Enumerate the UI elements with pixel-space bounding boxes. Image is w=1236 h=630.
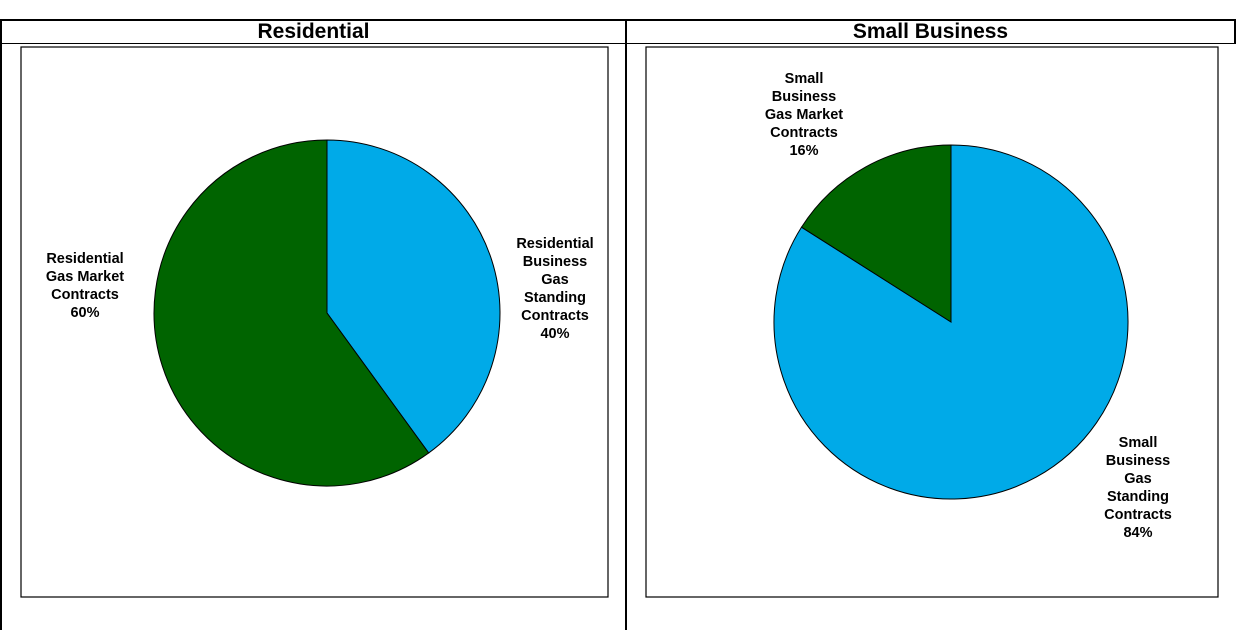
column-header-residential: Residential — [257, 20, 370, 43]
header-bottom-border — [0, 43, 1236, 44]
slice-label-line: 60% — [70, 305, 99, 321]
table-left-border — [0, 19, 2, 630]
slice-label-line: Gas Market — [765, 107, 843, 123]
slice-label-line: Standing — [524, 290, 586, 306]
slice-label-line: Gas — [541, 272, 568, 288]
slice-label-line: Residential — [516, 236, 593, 252]
pie-slice-1-0 — [773, 144, 1129, 500]
pie-slice-1-1 — [800, 144, 952, 323]
slice-label-0-0: Residential Business Gas Standing Contracts 4… — [516, 236, 593, 342]
small-business-pie-chart: Small Business Gas Standing Contracts 84%Smal… — [765, 71, 1172, 541]
slice-label-0-1: Residential Gas Market Contracts 60% — [46, 251, 124, 321]
table-right-border — [1234, 19, 1236, 44]
slice-label-line: Business — [772, 89, 836, 105]
slice-label-1-0: Small Business Gas Standing Contracts 84% — [1104, 435, 1172, 541]
table-top-border — [0, 19, 1236, 21]
pie-slice-0-1 — [153, 139, 430, 487]
slice-label-line: 16% — [789, 143, 818, 159]
slice-label-line: Business — [1106, 453, 1170, 469]
slice-label-line: 84% — [1123, 525, 1152, 541]
slice-label-line: Small — [1119, 435, 1158, 451]
slice-label-line: Standing — [1107, 489, 1169, 505]
residential-pie-chart: Residential Business Gas Standing Contracts 4… — [46, 139, 594, 487]
slice-label-line: Contracts — [770, 125, 838, 141]
slice-label-line: Small — [785, 71, 824, 87]
slice-label-1-1: Small Business Gas Market Contracts 16% — [765, 71, 843, 159]
slice-label-line: Gas Market — [46, 269, 124, 285]
slice-label-line: 40% — [540, 326, 569, 342]
slice-label-line: Contracts — [1104, 507, 1172, 523]
slice-label-line: Residential — [46, 251, 123, 267]
slice-label-line: Gas — [1124, 471, 1151, 487]
slice-label-line: Contracts — [51, 287, 119, 303]
slice-label-line: Business — [523, 254, 587, 270]
column-header-small-business: Small Business — [852, 20, 1009, 43]
slice-label-line: Contracts — [521, 308, 589, 324]
column-divider — [625, 19, 627, 630]
pie-slice-0-0 — [326, 139, 501, 454]
